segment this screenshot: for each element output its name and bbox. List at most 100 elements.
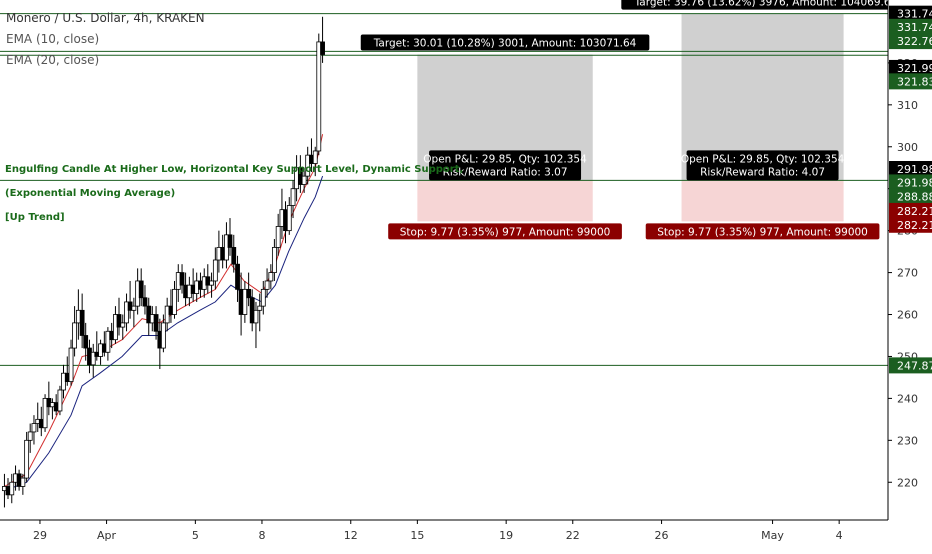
candle[interactable] xyxy=(209,272,214,298)
x-tick-label: 19 xyxy=(499,529,513,542)
candle[interactable] xyxy=(142,285,148,315)
x-tick-label: May xyxy=(761,529,784,542)
candle-body xyxy=(24,439,30,479)
pnl-label: Open P&L: 29.85, Qty: 102.354 xyxy=(681,153,845,165)
candle[interactable] xyxy=(246,272,252,307)
stop-zone[interactable] xyxy=(417,180,593,222)
candle-body xyxy=(301,175,307,185)
candle-body xyxy=(209,280,214,286)
annotation-line: [Up Trend] xyxy=(5,212,65,223)
price-label-box xyxy=(889,73,932,90)
price-label-box xyxy=(889,161,932,177)
target-label-box xyxy=(621,0,904,10)
candle[interactable] xyxy=(301,167,307,193)
candle[interactable] xyxy=(271,239,277,281)
price-label-box xyxy=(889,174,932,191)
candle-body xyxy=(246,288,252,299)
price-label-box xyxy=(889,357,932,374)
candle[interactable] xyxy=(275,213,281,256)
target-label-box xyxy=(360,34,650,51)
candle[interactable] xyxy=(153,306,159,340)
price-axis-background xyxy=(888,0,932,550)
candle[interactable] xyxy=(138,268,144,307)
candle[interactable] xyxy=(286,197,292,235)
candle-body xyxy=(253,309,259,324)
candle[interactable] xyxy=(290,180,296,219)
y-tick-label: 220 xyxy=(897,476,918,489)
candle[interactable] xyxy=(231,234,237,273)
candle[interactable] xyxy=(227,218,233,256)
price-label: 331.74 xyxy=(897,8,932,21)
candle[interactable] xyxy=(257,293,263,332)
candle-body xyxy=(242,288,248,315)
time-axis[interactable]: 29 Apr 5 8 12 15 19 22 26 May 4 xyxy=(33,520,843,542)
candle[interactable] xyxy=(320,16,325,63)
candle[interactable] xyxy=(172,280,177,319)
candle-body xyxy=(212,259,218,282)
price-label: 291.98 xyxy=(897,163,932,176)
candle[interactable] xyxy=(24,431,30,483)
candle[interactable] xyxy=(105,327,111,361)
candle-body xyxy=(27,431,33,441)
candle-body xyxy=(42,397,48,429)
candle[interactable] xyxy=(235,255,240,302)
candle[interactable] xyxy=(131,297,137,328)
candle[interactable] xyxy=(160,314,166,353)
candle[interactable] xyxy=(9,473,15,504)
candle[interactable] xyxy=(57,385,63,416)
stop-label: Stop: 9.77 (3.35%) 977, Amount: 99000 xyxy=(657,226,868,238)
x-tick-label: 29 xyxy=(33,529,47,542)
candle[interactable] xyxy=(120,314,126,340)
candle[interactable] xyxy=(268,264,274,290)
y-tick-label: 240 xyxy=(897,392,918,405)
candle-body xyxy=(305,154,311,177)
candle-body xyxy=(68,347,74,383)
x-tick-label: 22 xyxy=(566,529,580,542)
candle[interactable] xyxy=(90,343,96,378)
candle[interactable] xyxy=(27,423,33,453)
candle[interactable] xyxy=(242,280,248,323)
candle[interactable] xyxy=(316,33,322,156)
indicator-ema20[interactable]: EMA (20, close) xyxy=(6,53,100,67)
candle-body xyxy=(142,297,148,307)
candle-body xyxy=(312,150,318,164)
candle[interactable] xyxy=(83,322,89,361)
stop-label: Stop: 9.77 (3.35%) 977, Amount: 99000 xyxy=(400,226,611,238)
candle[interactable] xyxy=(312,146,318,177)
candle-body xyxy=(72,322,77,349)
price-label-box xyxy=(889,202,932,219)
candle[interactable] xyxy=(260,280,266,315)
price-axis[interactable]: 220230240250260270280290300310320 xyxy=(888,57,918,489)
candle[interactable] xyxy=(305,146,311,185)
candles-layer xyxy=(2,16,325,508)
candle[interactable] xyxy=(179,264,185,294)
indicator-ema10[interactable]: EMA (10, close) xyxy=(6,32,100,46)
candle-body xyxy=(131,305,137,311)
chart-legend: Monero / U.S. Dollar, 4h, KRAKEN EMA (10… xyxy=(6,8,205,71)
x-tick-label: Apr xyxy=(97,529,117,542)
candle[interactable] xyxy=(42,394,48,432)
price-label: 321.99 xyxy=(897,62,932,75)
candle[interactable] xyxy=(79,293,85,349)
candle[interactable] xyxy=(253,301,259,349)
stop-zone[interactable] xyxy=(681,180,844,222)
candle[interactable] xyxy=(68,339,74,386)
price-label: 282.21 xyxy=(897,219,932,232)
candle[interactable] xyxy=(212,247,218,290)
annotation-line: Engulfing Candle At Higher Low, Horizont… xyxy=(5,164,464,175)
candle[interactable] xyxy=(264,268,270,298)
y-tick-label: 300 xyxy=(897,141,918,154)
candle[interactable] xyxy=(116,297,122,336)
candle[interactable] xyxy=(124,293,129,332)
price-label-box xyxy=(889,216,932,233)
candle[interactable] xyxy=(72,306,77,357)
y-tick-label: 270 xyxy=(897,267,918,280)
candle[interactable] xyxy=(20,473,26,495)
stop-label-box xyxy=(645,223,880,240)
x-tick-label: 4 xyxy=(836,529,843,542)
y-tick-label: 260 xyxy=(897,309,918,322)
price-label: 247.87 xyxy=(897,359,932,372)
candle[interactable] xyxy=(31,415,37,445)
annotation-text: Engulfing Candle At Higher Low, Horizont… xyxy=(5,158,463,230)
